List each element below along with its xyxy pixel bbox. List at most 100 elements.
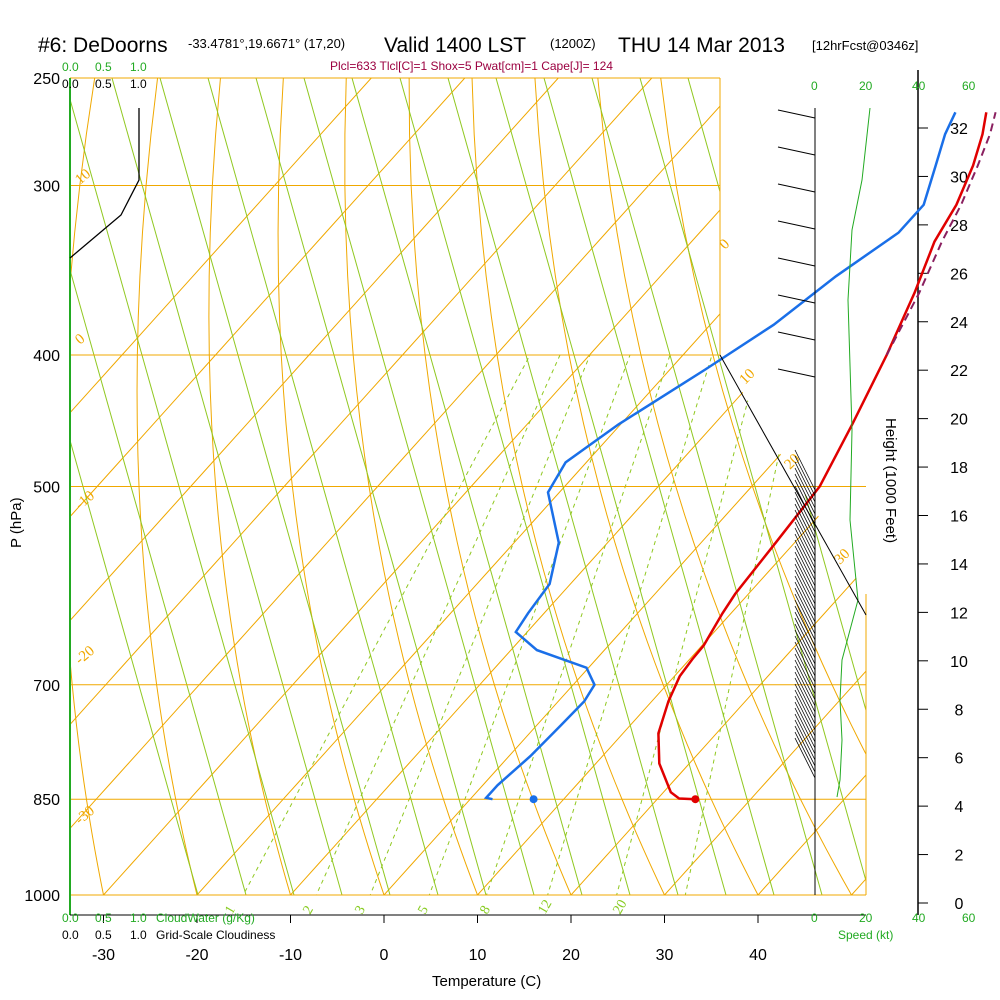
wind-barb [794,683,816,725]
isotherm [383,78,866,895]
mixing-ratio-line [359,354,591,895]
isotherm [945,78,1000,895]
wind-barb [794,713,816,755]
pressure-tick-label: 250 [33,71,60,88]
temperature-tick-label: 30 [656,947,674,964]
height-tick-label: 6 [955,751,964,768]
speed-top-1: 20 [859,79,873,93]
wind-barb [794,467,816,509]
temperature-tick-label: 10 [469,947,487,964]
dry-adiabat-label: 10 [737,366,759,388]
utc-time: (1200Z) [550,36,596,51]
cloud-top-black-2: 1.0 [130,77,147,91]
valid-time: Valid 1400 LST [384,34,526,57]
wind-barb [794,473,816,515]
height-tick-label: 18 [950,460,968,477]
speed-bottom-3: 60 [962,911,976,925]
wind-barb [794,455,816,497]
pressure-tick-label: 400 [33,348,60,365]
dry-adiabat [136,78,198,895]
wind-barb [794,551,816,593]
wind-barb [794,461,816,503]
dry-adiabat [344,78,478,895]
height-tick-label: 28 [950,218,968,235]
height-tick-label: 16 [950,509,968,526]
wind-barb [777,109,816,119]
wind-barb [794,689,816,731]
wind-barb [794,605,816,647]
pressure-tick-label: 850 [33,792,60,809]
cloud-bottom-green-1: 0.5 [95,911,112,925]
cloud-top-black-0: 0.0 [62,77,79,91]
wind-barb [794,485,816,527]
station-title: #6: DeDoorns [38,34,168,57]
wind-barb [794,695,816,737]
height-tick-label: 8 [955,702,964,719]
isotherm [70,78,559,895]
dry-adiabat-label: 0 [72,331,88,348]
height-tick-label: 20 [950,412,968,429]
wind-barb [794,581,816,623]
dry-adiabat [660,78,866,895]
isotherm [664,78,866,895]
wind-barb [777,183,816,193]
height-tick-label: 32 [950,121,968,138]
wind-barb [794,629,816,671]
dry-adiabat [534,78,759,895]
wind-barb [794,557,816,599]
wind-barb [794,737,816,779]
wind-barb [794,617,816,659]
mixing-ratio-line [229,354,531,895]
wind-barb [794,623,816,665]
isotherm [103,78,840,895]
temperature-tick-label: -20 [185,947,208,964]
wind-barb [777,294,816,304]
pressure-tick-label: 1000 [24,888,60,905]
wind-barb [794,719,816,761]
dewpoint-line [483,111,957,801]
dry-adiabat [70,78,104,895]
wind-barb [794,725,816,767]
height-tick-label: 0 [955,896,964,913]
height-tick-label: 26 [950,266,968,283]
isotherm [70,78,466,895]
y-axis-label: P (hPa) [8,497,25,548]
speed-bottom-0: 0 [811,911,818,925]
cloud-bottom-black-2: 1.0 [130,928,147,942]
mixing-ratio-line [539,354,713,895]
wind-barb [794,701,816,743]
temperature-tick-label: 40 [749,947,767,964]
wind-barb [777,331,816,341]
wind-barb [794,653,816,695]
wind-barb [794,509,816,551]
height-tick-label: 4 [955,799,964,816]
wind-barb [794,665,816,707]
temperature-tick-label: 20 [562,947,580,964]
dry-adiabat [408,78,572,895]
surface-temperature-point [691,795,700,804]
dry-adiabat [0,78,32,895]
wind-barb [794,671,816,713]
wind-barb [794,527,816,569]
cloudiness-profile [69,108,140,259]
wind-barb [794,707,816,749]
dry-adiabat [975,78,1000,895]
wind-barb [794,575,816,617]
height-tick-label: 30 [950,169,968,186]
isotherm [70,78,372,895]
dry-adiabat-label: 30 [832,546,854,568]
speed-label: Speed (kt) [838,928,893,942]
mixing-ratio-line [477,354,671,895]
wind-barb [794,647,816,689]
wind-barb [794,659,816,701]
wind-barb [794,611,816,653]
height-tick-label: 22 [950,363,968,380]
dry-adiabat-label: -30 [72,803,98,828]
parcel-line [885,112,997,356]
temperature-tick-label: -30 [92,947,115,964]
dry-adiabat-label: 0 [717,236,734,253]
date-label: THU 14 Mar 2013 [618,34,785,57]
mixing-ratio-line [609,354,761,895]
cloud-top-green-0: 0.0 [62,60,79,74]
